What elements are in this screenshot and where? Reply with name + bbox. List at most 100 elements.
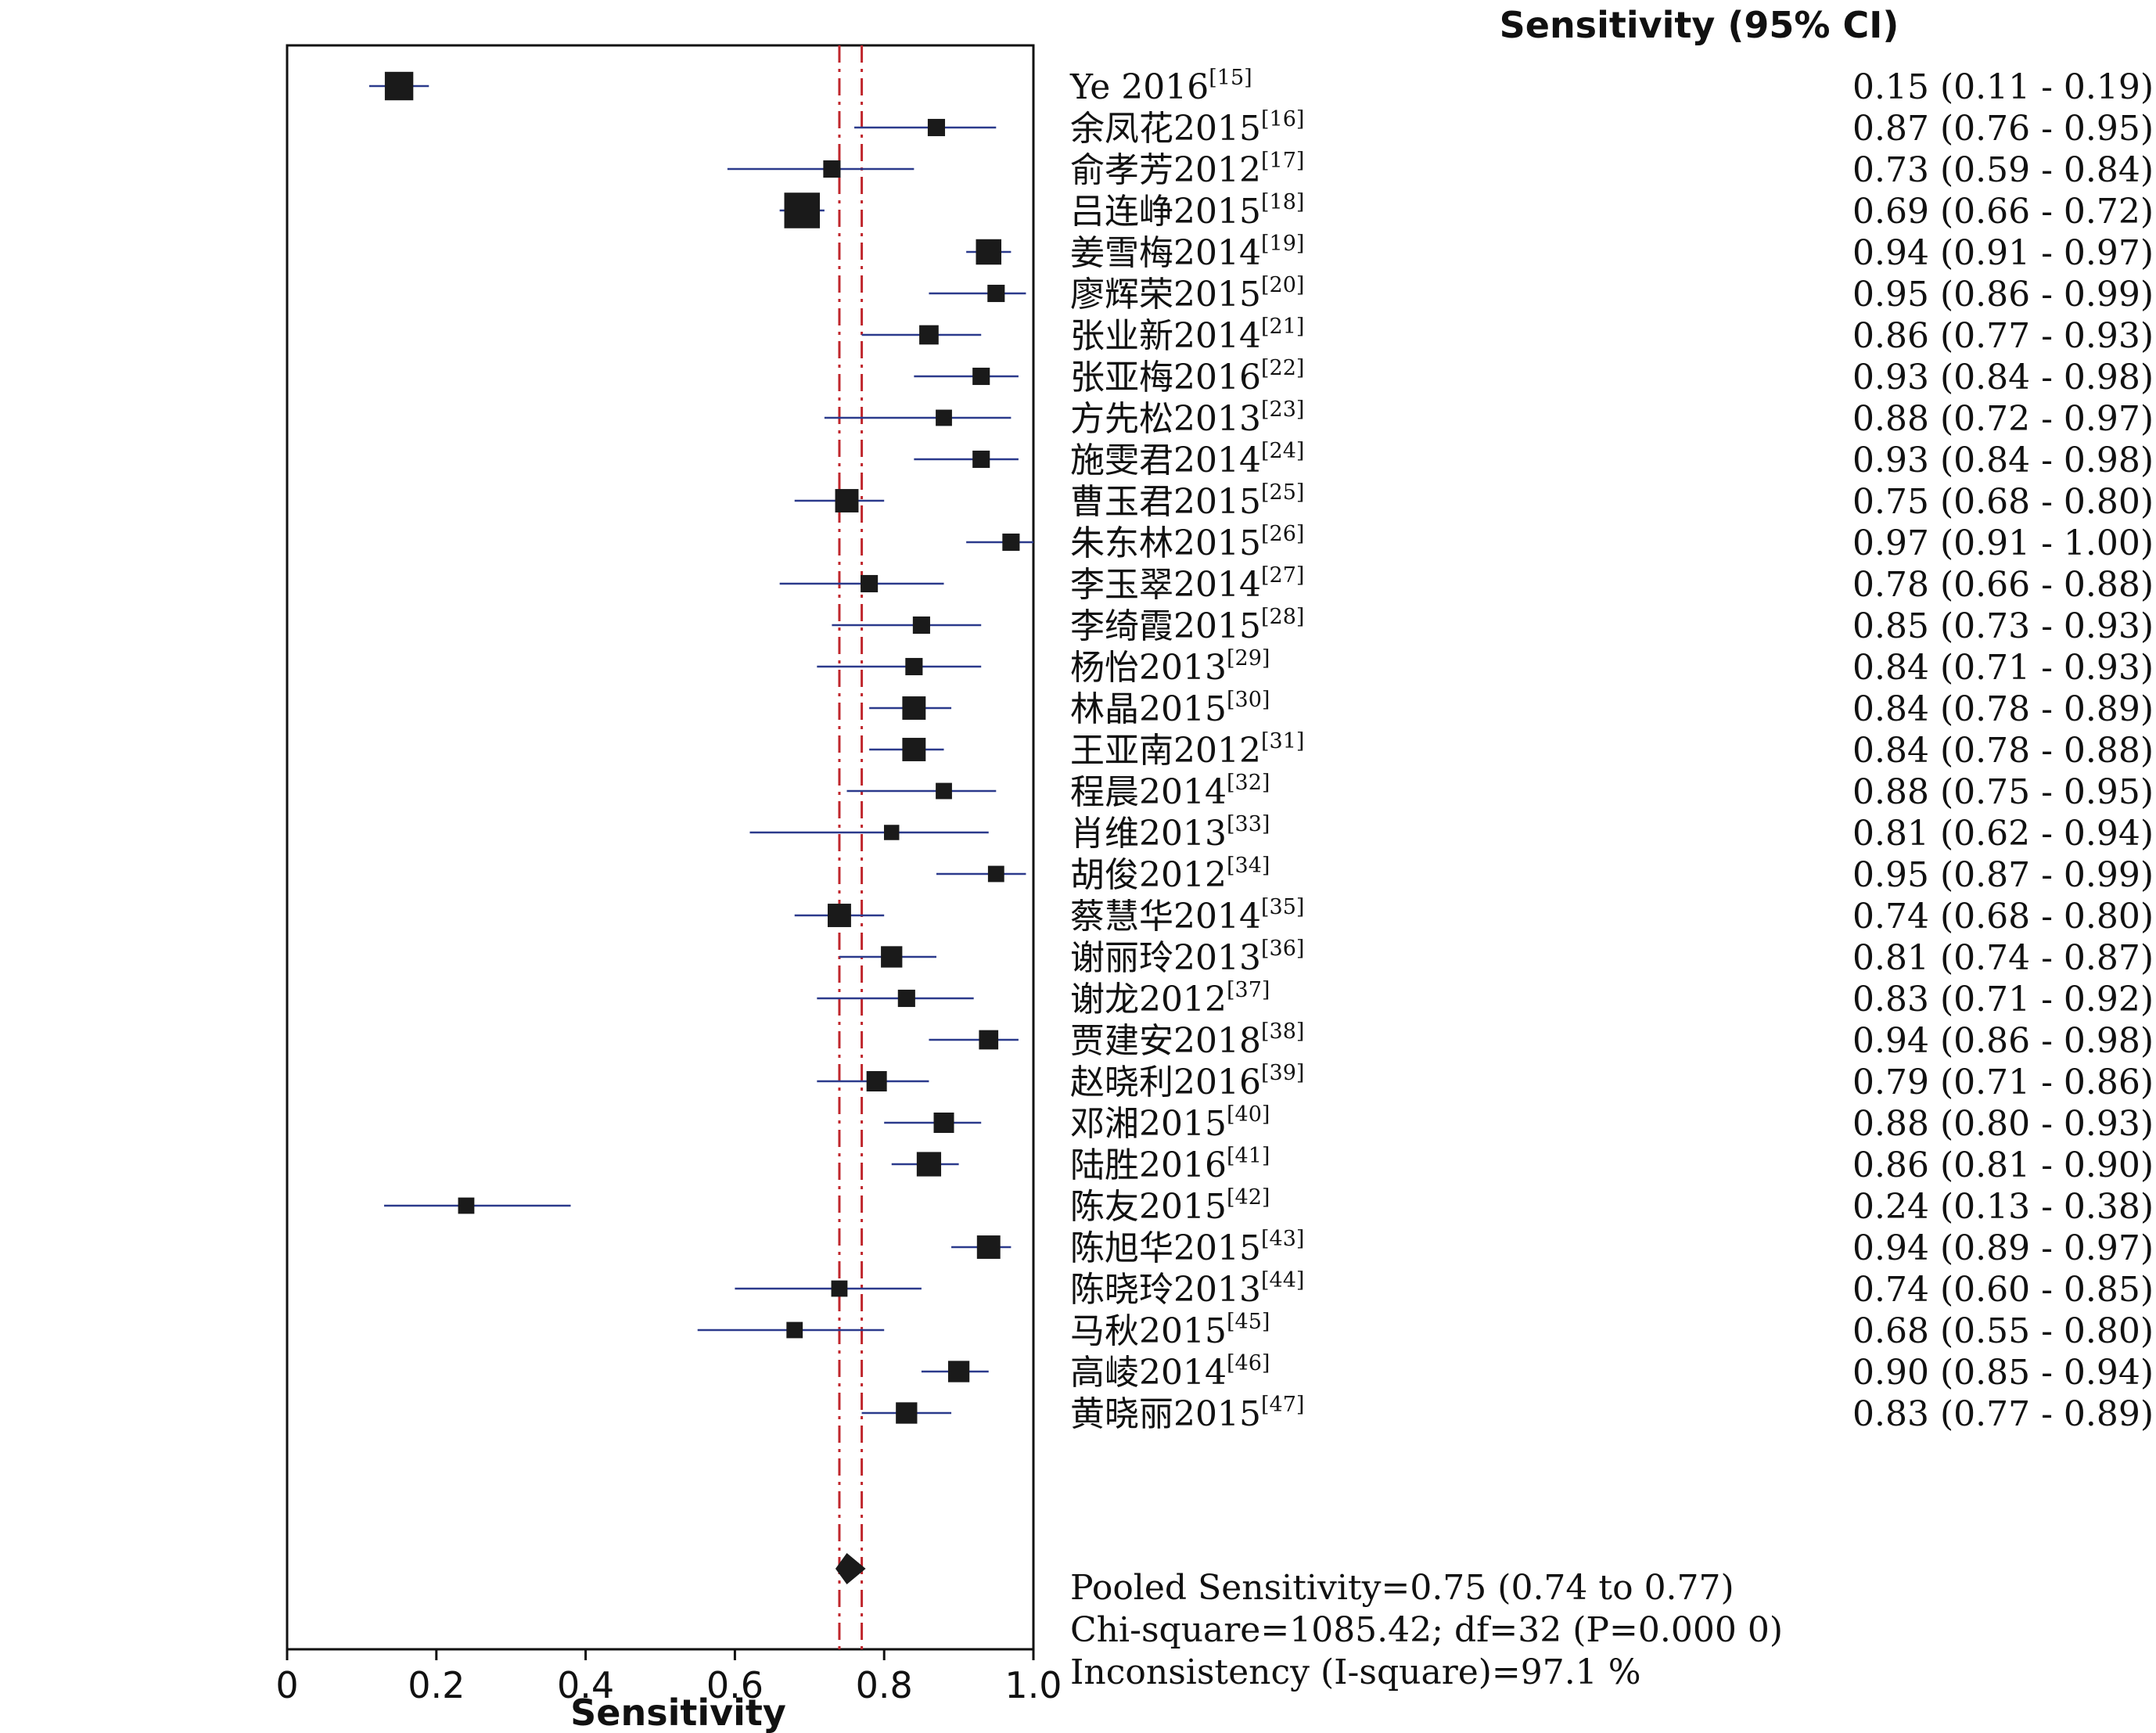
study-label-32: 黄晓丽2015[47] bbox=[1070, 1393, 1304, 1434]
x-tick-label-3: 0.6 bbox=[706, 1664, 764, 1706]
study-marker-7 bbox=[972, 367, 990, 386]
study-label-15: 林晶2015[30] bbox=[1070, 688, 1270, 729]
x-tick-label-0: 0 bbox=[275, 1664, 298, 1706]
ci-text-30: 0.68 (0.55 - 0.80) bbox=[1852, 1311, 2154, 1351]
study-label-20: 蔡慧华2014[35] bbox=[1070, 895, 1304, 937]
study-label-9: 施雯君2014[24] bbox=[1070, 439, 1304, 480]
study-marker-16 bbox=[902, 738, 926, 761]
study-marker-27 bbox=[458, 1197, 475, 1214]
study-marker-31 bbox=[947, 1361, 970, 1382]
ci-text-0: 0.15 (0.11 - 0.19) bbox=[1852, 67, 2154, 107]
study-label-11: 朱东林2015[26] bbox=[1070, 522, 1304, 563]
study-label-22: 谢龙2012[37] bbox=[1070, 978, 1270, 1019]
footer-inconsistency: Inconsistency (I-square)=97.1 % bbox=[1070, 1652, 1641, 1692]
ci-text-25: 0.88 (0.80 - 0.93) bbox=[1852, 1104, 2154, 1144]
x-tick-label-4: 0.8 bbox=[856, 1664, 913, 1706]
study-label-17: 程晨2014[32] bbox=[1070, 771, 1270, 812]
ci-text-18: 0.81 (0.62 - 0.94) bbox=[1852, 814, 2154, 854]
study-label-16: 王亚南2012[31] bbox=[1070, 729, 1304, 771]
ci-text-2: 0.73 (0.59 - 0.84) bbox=[1852, 150, 2154, 190]
study-marker-30 bbox=[786, 1321, 803, 1339]
study-marker-9 bbox=[972, 450, 990, 469]
study-marker-0 bbox=[384, 71, 414, 101]
ci-text-20: 0.74 (0.68 - 0.80) bbox=[1852, 897, 2154, 937]
study-label-27: 陈友2015[42] bbox=[1070, 1185, 1270, 1227]
ci-text-26: 0.86 (0.81 - 0.90) bbox=[1852, 1145, 2154, 1185]
ci-text-21: 0.81 (0.74 - 0.87) bbox=[1852, 938, 2154, 978]
study-label-3: 吕连峥2015[18] bbox=[1070, 190, 1304, 232]
ci-text-9: 0.93 (0.84 - 0.98) bbox=[1852, 440, 2154, 480]
pooled-diamond-group bbox=[835, 1553, 866, 1584]
study-marker-2 bbox=[823, 160, 841, 178]
study-label-21: 谢丽玲2013[36] bbox=[1070, 937, 1304, 978]
study-label-5: 廖辉荣2015[20] bbox=[1070, 273, 1304, 315]
x-axis: 0 0.2 0.4 0.6 0.8 1.0 bbox=[275, 1649, 1062, 1706]
ci-text-1: 0.87 (0.76 - 0.95) bbox=[1852, 109, 2154, 149]
study-marker-20 bbox=[828, 904, 851, 927]
study-label-6: 张业新2014[21] bbox=[1070, 315, 1304, 356]
study-marker-17 bbox=[936, 782, 952, 800]
study-marker-4 bbox=[976, 239, 1002, 265]
ci-text-22: 0.83 (0.71 - 0.92) bbox=[1852, 980, 2154, 1019]
study-label-12: 李玉翠2014[27] bbox=[1070, 563, 1304, 605]
study-markers bbox=[384, 71, 1020, 1424]
ci-text-5: 0.95 (0.86 - 0.99) bbox=[1852, 275, 2154, 315]
study-marker-5 bbox=[987, 284, 1005, 303]
study-labels: Ye 2016[15]余凤花2015[16]俞孝芳2012[17]吕连峥2015… bbox=[1069, 66, 1304, 1434]
study-marker-19 bbox=[987, 865, 1004, 883]
pooled-diamond bbox=[835, 1553, 866, 1584]
ci-text-32: 0.83 (0.77 - 0.89) bbox=[1852, 1394, 2154, 1434]
study-label-19: 胡俊2012[34] bbox=[1070, 854, 1270, 895]
study-label-8: 方先松2013[23] bbox=[1070, 397, 1304, 439]
ci-text-4: 0.94 (0.91 - 0.97) bbox=[1852, 233, 2154, 273]
footer-pooled: Pooled Sensitivity=0.75 (0.74 to 0.77) bbox=[1070, 1568, 1734, 1608]
study-label-31: 高崚2014[46] bbox=[1070, 1351, 1270, 1393]
ci-text-15: 0.84 (0.78 - 0.89) bbox=[1852, 689, 2154, 729]
study-label-13: 李绮霞2015[28] bbox=[1070, 605, 1304, 646]
ci-text-19: 0.95 (0.87 - 0.99) bbox=[1852, 855, 2154, 895]
ci-text-3: 0.69 (0.66 - 0.72) bbox=[1852, 192, 2154, 232]
ci-lines bbox=[368, 84, 1033, 1415]
study-marker-8 bbox=[936, 409, 952, 426]
ci-text-11: 0.97 (0.91 - 1.00) bbox=[1852, 523, 2154, 563]
study-marker-1 bbox=[927, 118, 946, 137]
ci-text-6: 0.86 (0.77 - 0.93) bbox=[1852, 316, 2154, 356]
study-marker-22 bbox=[897, 989, 915, 1008]
study-label-18: 肖维2013[33] bbox=[1070, 812, 1270, 854]
study-marker-28 bbox=[976, 1235, 1001, 1259]
x-tick-label-5: 1.0 bbox=[1004, 1664, 1062, 1706]
study-marker-23 bbox=[979, 1030, 999, 1050]
study-marker-6 bbox=[919, 325, 939, 345]
ci-texts: 0.15 (0.11 - 0.19)0.87 (0.76 - 0.95)0.73… bbox=[1852, 67, 2154, 1434]
study-marker-15 bbox=[902, 696, 926, 720]
x-tick-label-1: 0.2 bbox=[408, 1664, 465, 1706]
study-label-25: 邓湘2015[40] bbox=[1070, 1102, 1270, 1144]
ci-text-14: 0.84 (0.71 - 0.93) bbox=[1852, 648, 2154, 688]
study-marker-14 bbox=[905, 657, 923, 676]
study-label-30: 马秋2015[45] bbox=[1070, 1310, 1270, 1351]
study-label-23: 贾建安2018[38] bbox=[1070, 1019, 1304, 1061]
study-marker-24 bbox=[866, 1071, 887, 1091]
ci-text-27: 0.24 (0.13 - 0.38) bbox=[1852, 1187, 2154, 1227]
ci-text-31: 0.90 (0.85 - 0.94) bbox=[1852, 1353, 2154, 1393]
study-label-24: 赵晓利2016[39] bbox=[1070, 1061, 1304, 1102]
study-label-14: 杨怡2013[29] bbox=[1070, 646, 1270, 688]
study-label-26: 陆胜2016[41] bbox=[1070, 1144, 1270, 1185]
study-label-2: 俞孝芳2012[17] bbox=[1070, 149, 1304, 190]
plot-frame bbox=[286, 44, 1035, 1651]
study-marker-13 bbox=[912, 616, 930, 635]
study-marker-10 bbox=[835, 489, 859, 512]
column-header: Sensitivity (95% CI) bbox=[1500, 4, 1899, 46]
study-label-0: Ye 2016[15] bbox=[1069, 66, 1252, 107]
footer-chi-square: Chi-square=1085.42; df=32 (P=0.000 0) bbox=[1070, 1610, 1783, 1650]
ci-text-29: 0.74 (0.60 - 0.85) bbox=[1852, 1270, 2154, 1310]
ci-text-10: 0.75 (0.68 - 0.80) bbox=[1852, 482, 2154, 522]
ci-text-13: 0.85 (0.73 - 0.93) bbox=[1852, 606, 2154, 646]
study-label-28: 陈旭华2015[43] bbox=[1070, 1227, 1304, 1268]
study-marker-11 bbox=[1002, 533, 1020, 552]
study-label-10: 曹玉君2015[25] bbox=[1070, 480, 1304, 522]
x-tick-label-2: 0.4 bbox=[557, 1664, 614, 1706]
study-marker-25 bbox=[933, 1113, 954, 1133]
ci-text-7: 0.93 (0.84 - 0.98) bbox=[1852, 358, 2154, 397]
study-marker-29 bbox=[831, 1280, 848, 1297]
